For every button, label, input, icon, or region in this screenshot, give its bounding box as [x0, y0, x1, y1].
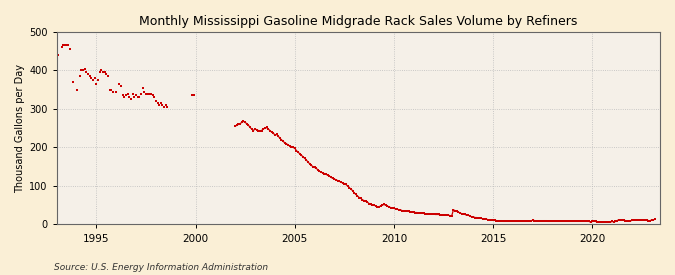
- Text: Source: U.S. Energy Information Administration: Source: U.S. Energy Information Administ…: [54, 263, 268, 272]
- Title: Monthly Mississippi Gasoline Midgrade Rack Sales Volume by Refiners: Monthly Mississippi Gasoline Midgrade Ra…: [139, 15, 578, 28]
- Y-axis label: Thousand Gallons per Day: Thousand Gallons per Day: [15, 64, 25, 193]
